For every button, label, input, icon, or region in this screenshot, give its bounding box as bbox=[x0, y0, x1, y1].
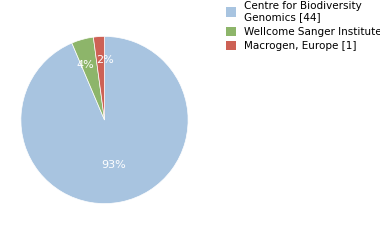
Text: 4%: 4% bbox=[76, 60, 94, 70]
Wedge shape bbox=[72, 37, 105, 120]
Legend: Centre for Biodiversity
Genomics [44], Wellcome Sanger Institute [2], Macrogen, : Centre for Biodiversity Genomics [44], W… bbox=[225, 0, 380, 52]
Wedge shape bbox=[93, 36, 105, 120]
Text: 2%: 2% bbox=[96, 55, 114, 65]
Wedge shape bbox=[21, 36, 188, 204]
Text: 93%: 93% bbox=[101, 160, 126, 170]
